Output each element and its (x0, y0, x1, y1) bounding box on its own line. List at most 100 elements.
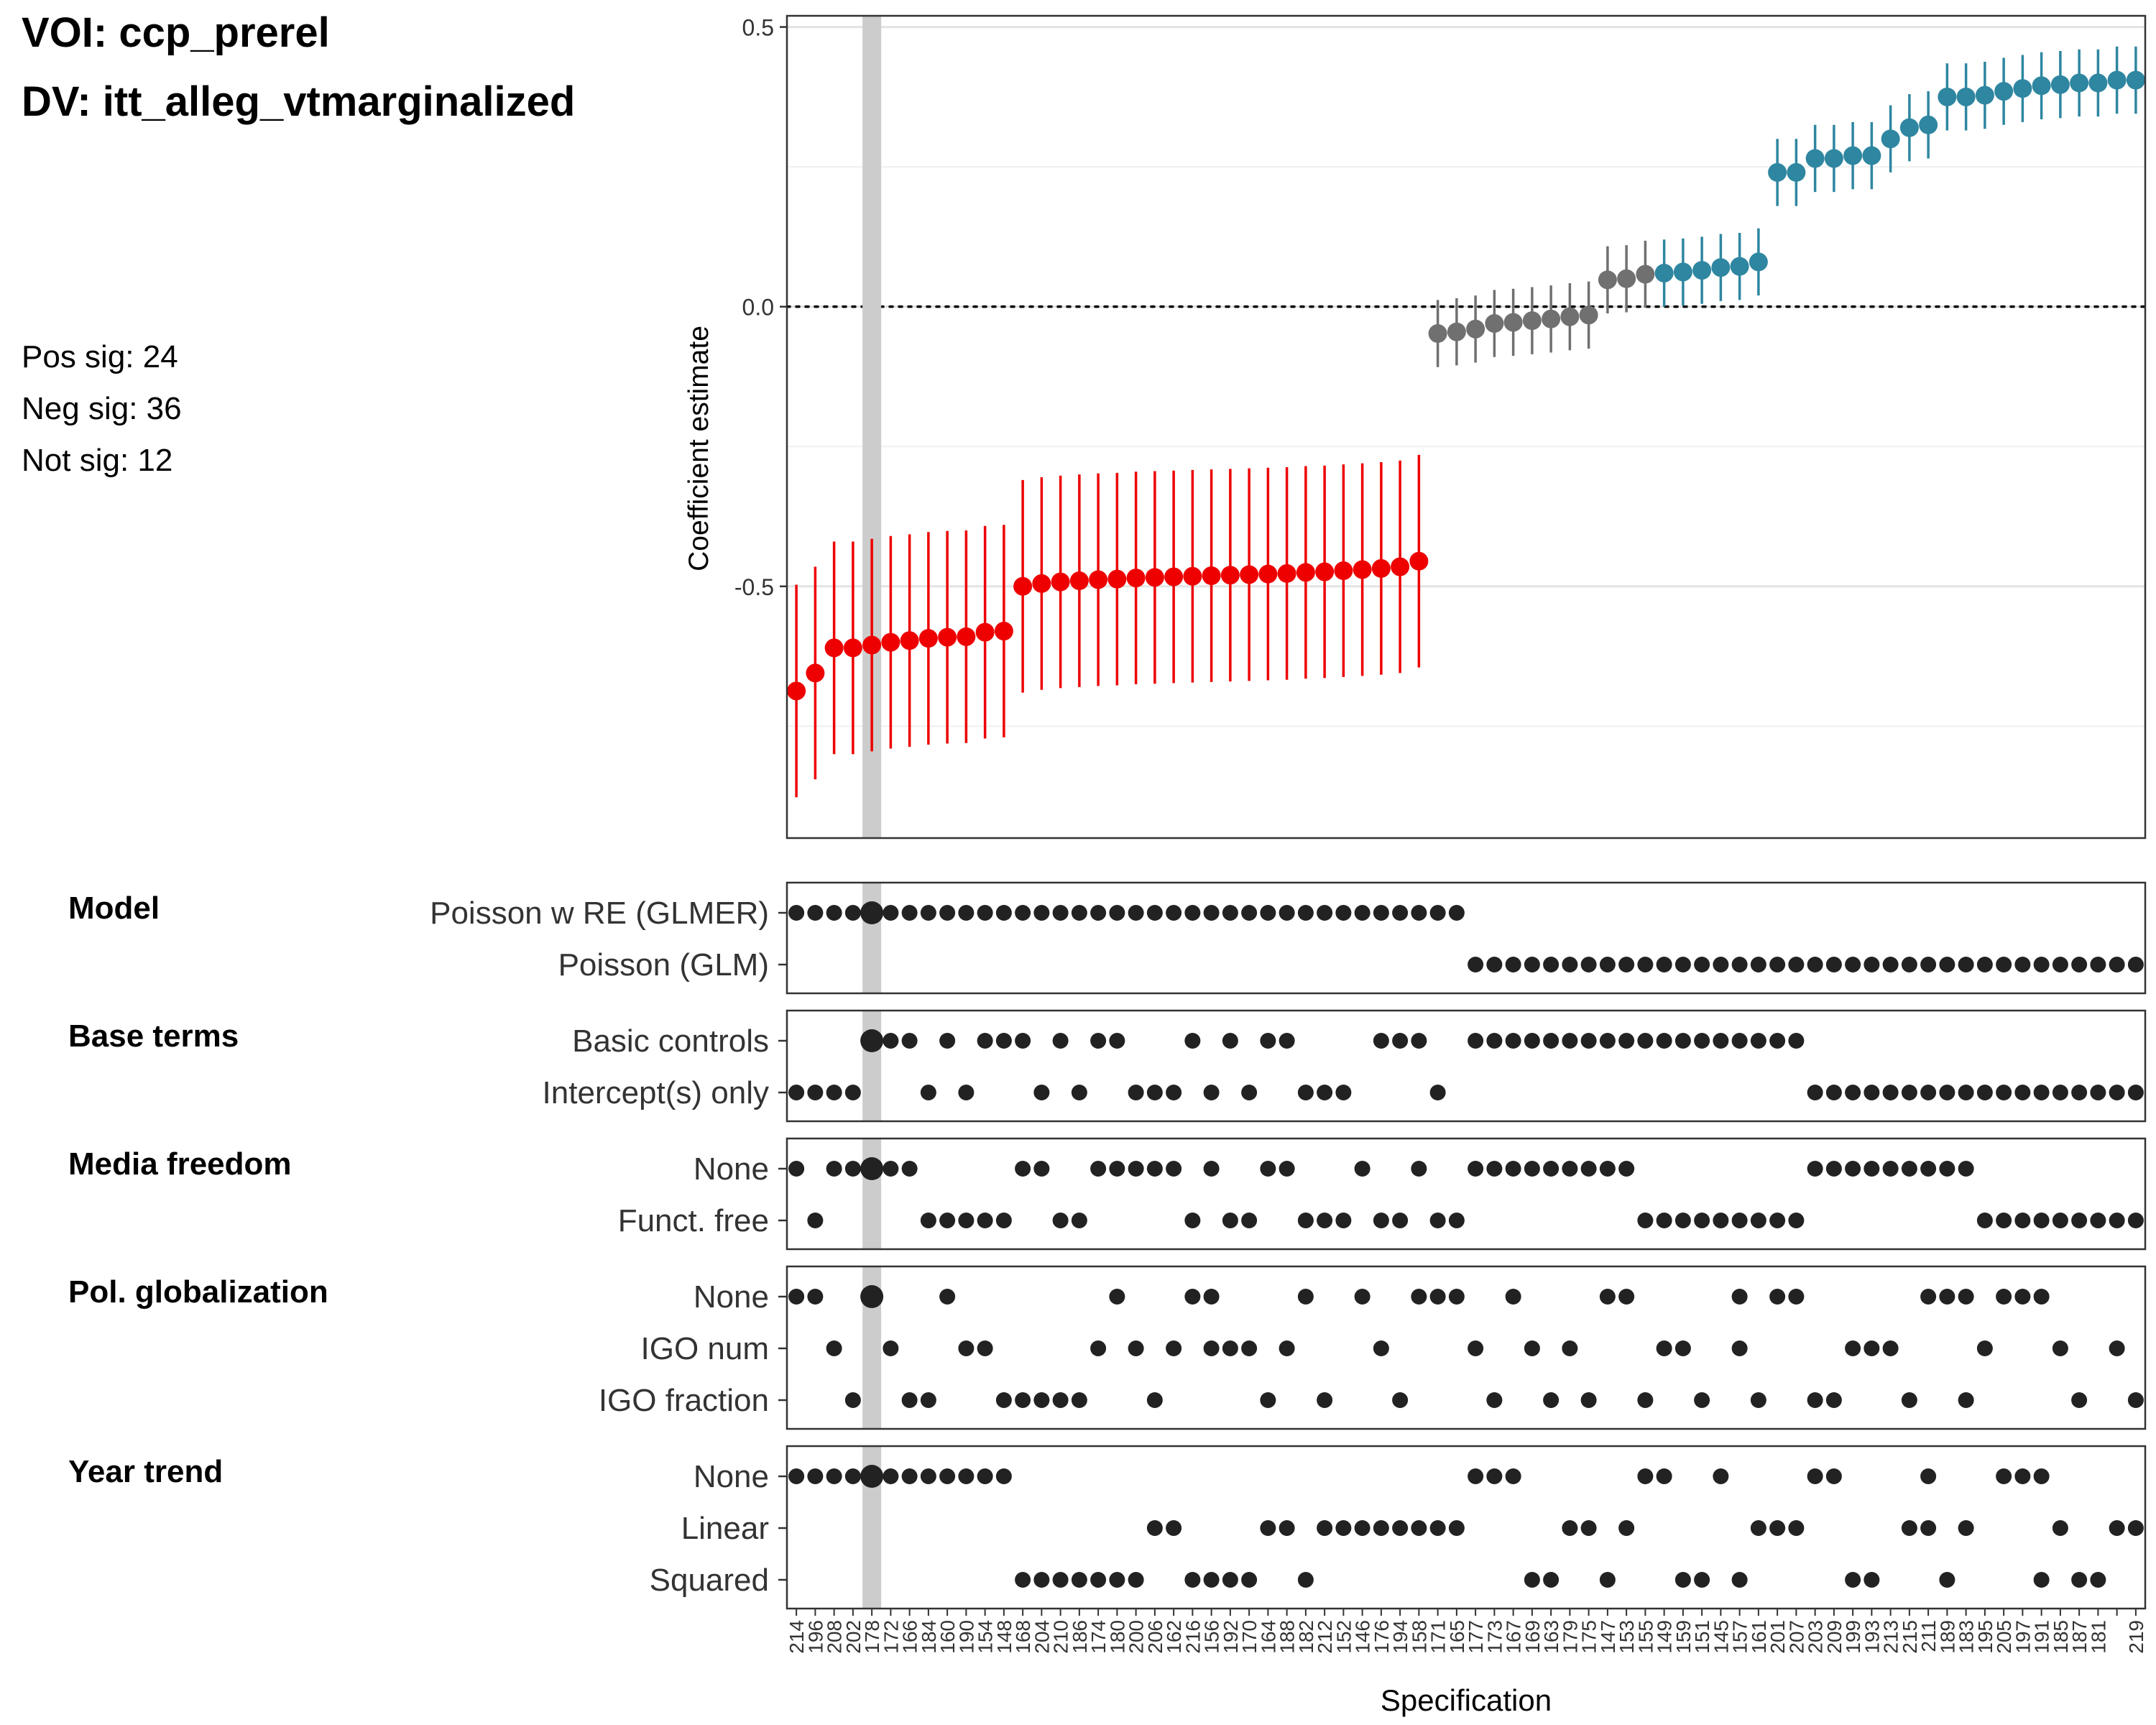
specification-dot (1976, 1085, 1993, 1100)
specification-dot (1429, 1520, 1446, 1536)
specification-dot (1674, 1572, 1691, 1588)
specification-dot (1166, 1085, 1182, 1100)
coefficient-point (1975, 86, 1994, 105)
specification-dot (1580, 1392, 1597, 1408)
specification-dot (1015, 905, 1031, 921)
coefficient-point (1673, 262, 1692, 282)
specification-dot (1731, 1572, 1748, 1588)
specification-dot (1637, 1392, 1654, 1408)
specification-dot (1599, 1161, 1616, 1177)
specification-dot (1524, 1572, 1540, 1588)
specification-dot (1184, 1572, 1201, 1588)
specification-dot (2127, 1520, 2144, 1536)
specification-dot (860, 901, 884, 924)
specification-dot (1071, 905, 1087, 921)
x-tick-label: 147 (1597, 1620, 1619, 1654)
x-tick-label: 184 (918, 1620, 940, 1654)
specification-dot (1052, 1213, 1069, 1228)
specification-dot (1468, 1161, 1484, 1177)
coefficient-point (1956, 87, 1976, 106)
not-sig-count: Not sig: 12 (22, 443, 173, 478)
specification-dot (1920, 1520, 1937, 1536)
specification-dot (1958, 1289, 1974, 1305)
specification-dot (1788, 1520, 1805, 1536)
specification-dot (1562, 1161, 1578, 1177)
x-tick-label: 160 (936, 1620, 959, 1654)
specification-dot (1637, 1468, 1654, 1484)
specification-dot (1713, 1468, 1729, 1484)
neg-sig-count: Neg sig: 36 (22, 391, 182, 426)
specification-dot (1864, 1572, 1880, 1588)
coefficient-point (1409, 551, 1429, 571)
y-tick-label: -0.5 (734, 574, 774, 600)
specification-dot (788, 1289, 805, 1305)
coefficient-point (1107, 569, 1127, 589)
specification-dot (1580, 957, 1597, 972)
specification-dot (1674, 957, 1691, 972)
x-tick-label: 177 (1465, 1620, 1487, 1654)
x-tick-label: 182 (1295, 1620, 1317, 1654)
x-tick-label: 152 (1332, 1620, 1355, 1654)
specification-dot (1976, 1340, 1993, 1356)
specification-dot (1448, 1213, 1465, 1228)
specification-dot (939, 1033, 956, 1049)
specification-dot (1769, 957, 1786, 972)
dv-title: DV: itt_alleg_vtmarginalized (22, 78, 576, 125)
specification-dot (1241, 1213, 1258, 1228)
x-tick-label: 161 (1748, 1620, 1770, 1654)
specification-dot (1562, 1340, 1578, 1356)
specification-dot (1543, 957, 1560, 972)
specification-dot (1468, 1340, 1484, 1356)
specification-dot (807, 1213, 824, 1228)
coefficient-point (806, 663, 825, 683)
specification-dot (1599, 957, 1616, 972)
specification-dot (1373, 1213, 1389, 1228)
specification-dot (939, 1289, 956, 1305)
specification-dot (1674, 1340, 1691, 1356)
specification-dot (1354, 1520, 1370, 1536)
specification-dot (1128, 1161, 1144, 1177)
specification-dot (1260, 1392, 1276, 1408)
specification-dot (1674, 1033, 1691, 1049)
specification-dot (844, 1161, 861, 1177)
specification-dot (958, 905, 975, 921)
panel-title: Model (68, 891, 160, 926)
specification-dot (1920, 957, 1937, 972)
specification-dot (939, 1213, 956, 1228)
specification-dot (1260, 1161, 1276, 1177)
x-tick-label: 172 (880, 1620, 902, 1654)
panel-frame (786, 881, 2147, 995)
specification-dot (1580, 1033, 1597, 1049)
specification-dot (1807, 1392, 1823, 1408)
specification-dot (1033, 1572, 1050, 1588)
x-tick-label: 180 (1106, 1620, 1128, 1654)
coefficient-point (918, 629, 938, 648)
specification-dot (1731, 1033, 1748, 1049)
specification-dot (1882, 1340, 1899, 1356)
option-label: None (694, 1151, 769, 1187)
specification-dot (1939, 1085, 1955, 1100)
x-tick-label: 166 (899, 1620, 921, 1654)
specification-dot (1468, 957, 1484, 972)
specification-dot (1958, 957, 1974, 972)
specification-dot (1845, 957, 1861, 972)
specification-dot (1845, 1572, 1861, 1588)
specification-dot (1335, 1520, 1352, 1536)
specification-dot (977, 1033, 993, 1049)
specification-dot (1996, 1289, 2012, 1305)
option-label: Intercept(s) only (543, 1075, 769, 1110)
specification-dot (826, 1085, 842, 1100)
coefficient-point (1315, 562, 1335, 581)
specification-dot (1146, 1392, 1163, 1408)
coefficient-point (1391, 557, 1410, 576)
specification-dot (1373, 1520, 1389, 1536)
specification-dot (1297, 1289, 1314, 1305)
coefficient-point (824, 638, 844, 658)
specification-dot (1071, 1572, 1087, 1588)
specification-dot (1317, 1520, 1333, 1536)
specification-dot (1731, 1289, 1748, 1305)
x-tick-label: 196 (804, 1620, 826, 1654)
specification-dot (958, 1340, 975, 1356)
specification-dot (826, 1161, 842, 1177)
